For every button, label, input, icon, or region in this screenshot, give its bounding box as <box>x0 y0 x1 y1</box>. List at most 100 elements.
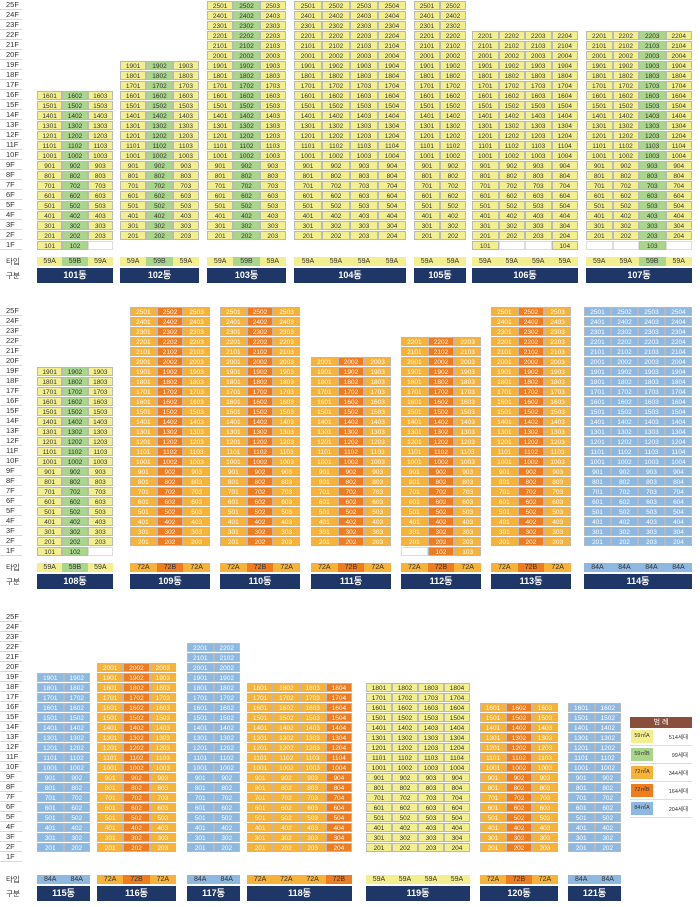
unit-cell[interactable]: 1602 <box>594 702 621 712</box>
unit-cell[interactable]: 2504 <box>665 306 692 316</box>
unit-cell[interactable]: 603 <box>350 190 378 200</box>
unit-cell[interactable]: 1903 <box>183 366 210 376</box>
unit-cell[interactable]: 502 <box>233 200 260 210</box>
unit-cell[interactable]: 804 <box>665 170 692 180</box>
unit-cell[interactable]: 1103 <box>87 446 113 456</box>
unit-cell[interactable]: 603 <box>183 496 210 506</box>
unit-cell[interactable]: 1702 <box>612 80 639 90</box>
unit-cell[interactable]: 1501 <box>366 712 392 722</box>
unit-cell[interactable]: 1002 <box>62 150 88 160</box>
unit-cell[interactable]: 2102 <box>440 40 466 50</box>
unit-cell[interactable]: 2103 <box>273 346 300 356</box>
unit-cell[interactable]: 1803 <box>364 376 391 386</box>
unit-cell[interactable]: 1603 <box>149 702 176 712</box>
unit-cell[interactable]: 1003 <box>525 150 552 160</box>
unit-cell[interactable]: 403 <box>418 822 444 832</box>
unit-cell[interactable]: 2202 <box>427 336 455 346</box>
unit-cell[interactable]: 2402 <box>156 316 184 326</box>
unit-cell[interactable]: 2201 <box>586 30 613 40</box>
unit-cell[interactable]: 902 <box>273 772 300 782</box>
unit-cell[interactable]: 601 <box>401 496 428 506</box>
unit-cell[interactable]: 502 <box>506 812 532 822</box>
unit-cell[interactable]: 1402 <box>337 416 365 426</box>
unit-cell[interactable]: 701 <box>366 792 392 802</box>
unit-cell[interactable]: 403 <box>532 822 558 832</box>
unit-cell[interactable]: 1902 <box>156 366 184 376</box>
unit-cell[interactable]: 1702 <box>427 386 455 396</box>
unit-cell[interactable]: 2402 <box>322 10 350 20</box>
unit-cell[interactable]: 201 <box>472 230 499 240</box>
unit-cell[interactable]: 2502 <box>440 0 466 10</box>
unit-cell[interactable]: 204 <box>325 842 352 852</box>
unit-cell[interactable]: 902 <box>392 772 418 782</box>
unit-cell[interactable]: 1003 <box>87 150 113 160</box>
unit-cell[interactable]: 501 <box>120 200 147 210</box>
unit-cell[interactable]: 302 <box>233 220 260 230</box>
unit-cell[interactable]: 903 <box>87 160 113 170</box>
unit-cell[interactable]: 404 <box>665 210 692 220</box>
unit-cell[interactable]: 1301 <box>120 120 147 130</box>
unit-cell[interactable]: 602 <box>392 802 418 812</box>
unit-cell[interactable]: 2103 <box>544 346 571 356</box>
unit-cell[interactable]: 1104 <box>665 446 692 456</box>
unit-cell[interactable]: 1002 <box>594 762 621 772</box>
unit-cell[interactable]: 1303 <box>418 732 444 742</box>
unit-cell[interactable]: 1502 <box>246 406 274 416</box>
unit-cell[interactable]: 1901 <box>120 60 147 70</box>
unit-cell[interactable]: 1602 <box>392 702 418 712</box>
unit-cell[interactable]: 603 <box>454 496 481 506</box>
unit-cell[interactable]: 2002 <box>156 356 184 366</box>
unit-cell[interactable]: 402 <box>146 210 173 220</box>
unit-cell[interactable]: 1203 <box>87 436 113 446</box>
unit-cell[interactable]: 2204 <box>665 30 692 40</box>
unit-cell[interactable]: 1904 <box>551 60 578 70</box>
unit-cell[interactable]: 2301 <box>207 20 234 30</box>
unit-cell[interactable]: 1801 <box>220 376 247 386</box>
unit-cell[interactable]: 302 <box>213 832 240 842</box>
unit-cell[interactable]: 1004 <box>551 150 578 160</box>
unit-cell[interactable]: 602 <box>611 496 638 506</box>
unit-cell[interactable]: 2002 <box>246 356 274 366</box>
unit-cell[interactable]: 601 <box>586 190 613 200</box>
unit-cell[interactable]: 802 <box>273 782 300 792</box>
unit-cell[interactable]: 603 <box>638 496 665 506</box>
unit-cell[interactable]: 1404 <box>325 722 352 732</box>
unit-cell[interactable]: 2304 <box>665 326 692 336</box>
unit-cell[interactable]: 1502 <box>612 100 639 110</box>
unit-cell[interactable]: 801 <box>491 476 518 486</box>
unit-cell[interactable]: 1001 <box>130 456 157 466</box>
unit-cell[interactable]: 1501 <box>207 100 234 110</box>
unit-cell[interactable]: 1001 <box>401 456 428 466</box>
unit-cell[interactable]: 2503 <box>273 306 300 316</box>
unit-cell[interactable]: 503 <box>183 506 210 516</box>
unit-cell[interactable]: 1403 <box>172 110 199 120</box>
unit-cell[interactable]: 801 <box>37 782 64 792</box>
unit-cell[interactable]: 1101 <box>37 140 63 150</box>
unit-cell[interactable]: 1301 <box>586 120 613 130</box>
unit-cell[interactable]: 1102 <box>156 446 184 456</box>
unit-cell[interactable]: 1504 <box>551 100 578 110</box>
unit-cell[interactable]: 501 <box>247 812 274 822</box>
unit-cell[interactable]: 1703 <box>172 80 199 90</box>
unit-cell[interactable]: 1401 <box>37 722 64 732</box>
unit-cell[interactable]: 701 <box>247 792 274 802</box>
unit-cell[interactable]: 1702 <box>322 80 350 90</box>
unit-cell[interactable]: 802 <box>62 476 88 486</box>
unit-cell[interactable]: 103 <box>454 546 481 556</box>
unit-cell[interactable]: 203 <box>259 230 286 240</box>
unit-cell[interactable]: 1401 <box>568 722 595 732</box>
unit-cell[interactable]: 1201 <box>220 436 247 446</box>
unit-cell[interactable]: 1803 <box>639 70 666 80</box>
unit-cell[interactable]: 803 <box>299 782 326 792</box>
unit-cell[interactable]: 1102 <box>506 752 532 762</box>
unit-cell[interactable]: 2103 <box>454 346 481 356</box>
unit-cell[interactable]: 1203 <box>273 436 300 446</box>
unit-cell[interactable]: 403 <box>149 822 176 832</box>
unit-cell[interactable]: 1602 <box>440 90 466 100</box>
unit-cell[interactable]: 2101 <box>207 40 234 50</box>
unit-cell[interactable]: 602 <box>337 496 365 506</box>
unit-cell[interactable]: 1102 <box>246 446 274 456</box>
unit-cell[interactable]: 201 <box>97 842 124 852</box>
unit-cell[interactable]: 1003 <box>639 150 666 160</box>
unit-cell[interactable]: 604 <box>665 496 692 506</box>
